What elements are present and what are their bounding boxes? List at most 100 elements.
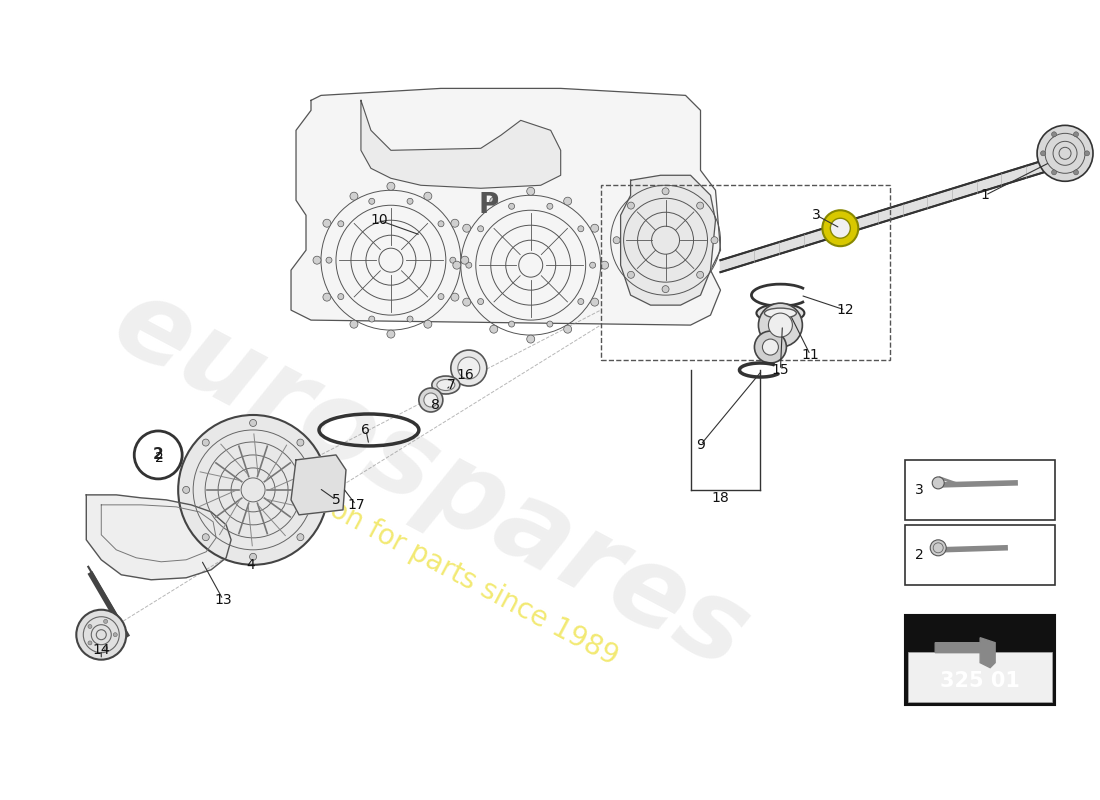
Circle shape [762, 339, 779, 355]
Circle shape [662, 286, 669, 293]
Circle shape [438, 221, 444, 226]
Circle shape [696, 271, 704, 278]
Circle shape [407, 198, 412, 204]
Circle shape [297, 534, 304, 541]
Text: 15: 15 [771, 363, 789, 377]
Text: 17: 17 [348, 498, 365, 512]
Circle shape [202, 534, 209, 541]
Circle shape [451, 293, 459, 301]
Circle shape [178, 415, 328, 565]
Circle shape [932, 477, 944, 489]
Circle shape [627, 271, 635, 278]
Circle shape [438, 294, 444, 299]
Text: 4: 4 [246, 558, 255, 572]
Circle shape [297, 439, 304, 446]
Text: 6: 6 [362, 423, 371, 437]
Text: 7: 7 [447, 378, 455, 392]
Circle shape [419, 388, 443, 412]
Circle shape [1074, 170, 1078, 175]
Circle shape [662, 188, 669, 194]
Text: 325 01: 325 01 [940, 670, 1020, 690]
Circle shape [323, 293, 331, 301]
Text: 18: 18 [712, 491, 729, 505]
Circle shape [696, 202, 704, 209]
Text: 10: 10 [370, 214, 387, 227]
Polygon shape [292, 88, 720, 325]
Bar [905, 460, 1055, 520]
Circle shape [314, 256, 321, 264]
Text: P: P [478, 191, 499, 219]
Polygon shape [361, 100, 561, 188]
Circle shape [1085, 151, 1089, 156]
Circle shape [547, 321, 553, 327]
Circle shape [591, 298, 598, 306]
Circle shape [563, 197, 572, 205]
Bar [905, 614, 1055, 705]
Bar [601, 186, 890, 360]
Circle shape [458, 357, 480, 379]
Text: eurospares: eurospares [96, 268, 766, 692]
Circle shape [1041, 151, 1046, 156]
Circle shape [88, 641, 92, 645]
Circle shape [465, 262, 472, 268]
Circle shape [424, 320, 432, 328]
Text: 12: 12 [836, 303, 854, 317]
Ellipse shape [764, 308, 796, 318]
Circle shape [463, 224, 471, 232]
Circle shape [527, 335, 535, 343]
Circle shape [627, 202, 635, 209]
Circle shape [338, 221, 344, 226]
Polygon shape [620, 175, 715, 305]
Circle shape [1074, 132, 1078, 137]
Polygon shape [720, 155, 1060, 272]
Circle shape [103, 619, 108, 623]
Circle shape [711, 237, 718, 244]
Circle shape [368, 198, 375, 204]
Circle shape [407, 316, 412, 322]
Circle shape [317, 486, 323, 494]
Circle shape [450, 257, 455, 263]
Circle shape [424, 192, 432, 200]
Circle shape [769, 313, 792, 337]
Circle shape [387, 330, 395, 338]
Circle shape [490, 325, 498, 333]
Circle shape [451, 350, 487, 386]
Text: 3: 3 [915, 483, 924, 497]
Circle shape [103, 646, 108, 650]
Circle shape [88, 625, 92, 629]
Circle shape [76, 610, 126, 660]
Circle shape [613, 237, 620, 244]
Circle shape [453, 261, 461, 269]
Circle shape [1052, 170, 1057, 175]
Circle shape [250, 419, 256, 426]
Circle shape [350, 192, 358, 200]
Circle shape [823, 210, 858, 246]
Text: 13: 13 [214, 593, 232, 606]
Text: 2: 2 [153, 447, 164, 462]
Text: 8: 8 [431, 398, 440, 412]
Circle shape [387, 182, 395, 190]
Circle shape [113, 633, 118, 637]
Circle shape [527, 187, 535, 195]
Circle shape [601, 261, 608, 269]
Ellipse shape [757, 304, 804, 322]
Circle shape [368, 316, 375, 322]
Polygon shape [292, 455, 346, 515]
Circle shape [578, 298, 584, 305]
Circle shape [758, 303, 802, 347]
Circle shape [547, 203, 553, 210]
Text: 5: 5 [331, 493, 340, 507]
Text: 1: 1 [981, 188, 990, 202]
Bar [909, 652, 1052, 702]
Circle shape [1052, 132, 1057, 137]
Ellipse shape [432, 376, 460, 394]
Circle shape [563, 325, 572, 333]
Text: 3: 3 [812, 208, 821, 222]
Circle shape [508, 203, 515, 210]
Text: 11: 11 [802, 348, 820, 362]
Circle shape [591, 224, 598, 232]
Circle shape [250, 554, 256, 560]
Circle shape [183, 486, 189, 494]
Circle shape [326, 257, 332, 263]
Text: 16: 16 [456, 368, 475, 382]
